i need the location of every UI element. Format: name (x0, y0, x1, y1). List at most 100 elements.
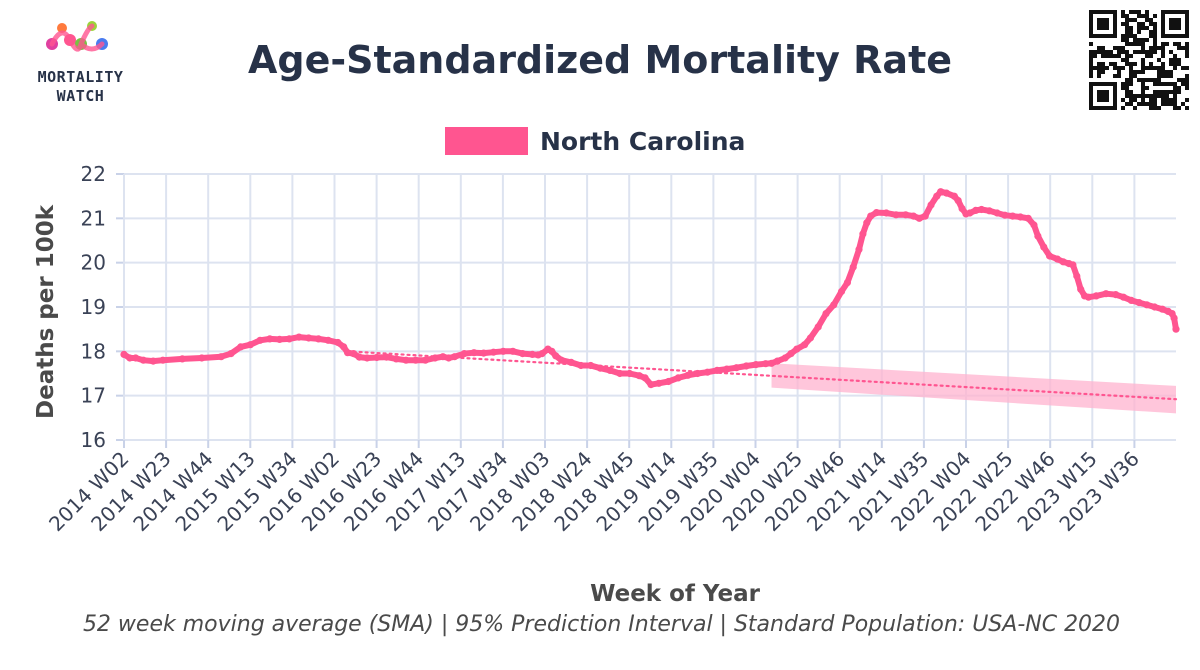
data-point (178, 355, 186, 363)
data-point (1046, 252, 1054, 260)
data-point (1069, 261, 1077, 269)
data-point (480, 349, 488, 357)
logo-line-1: MORTALITY (37, 68, 124, 86)
data-point (674, 374, 682, 382)
data-point (587, 361, 595, 370)
data-point (445, 354, 453, 362)
data-point (519, 350, 527, 358)
data-point (723, 365, 731, 373)
data-point (349, 350, 358, 358)
data-point (324, 336, 332, 344)
data-point (859, 230, 867, 238)
data-point (664, 377, 673, 386)
data-point (626, 369, 634, 378)
y-tick-label: 17 (81, 384, 106, 408)
qr-code-icon[interactable] (1089, 10, 1189, 110)
data-point (1112, 291, 1120, 299)
data-point (363, 354, 371, 362)
data-point (305, 334, 313, 342)
data-point (552, 352, 560, 360)
data-point (767, 359, 776, 367)
data-point (1135, 299, 1143, 307)
data-point (373, 353, 381, 362)
data-point (1151, 303, 1159, 311)
data-point (355, 353, 363, 361)
data-point (843, 279, 852, 287)
data-point (1077, 285, 1085, 293)
data-point (509, 347, 517, 355)
data-point (470, 349, 478, 357)
data-point (849, 263, 857, 271)
data-point (451, 353, 459, 361)
data-point (1143, 301, 1151, 309)
data-point (499, 347, 507, 355)
data-point (641, 374, 649, 382)
data-point (972, 206, 980, 214)
data-point (285, 335, 293, 343)
data-point (460, 350, 468, 358)
data-point (977, 205, 986, 214)
legend-swatch (445, 127, 528, 155)
chart-title: Age-Standardized Mortality Rate (247, 38, 953, 82)
legend: North Carolina (445, 124, 745, 158)
data-point (1030, 221, 1038, 229)
data-point (256, 336, 264, 344)
data-point (793, 345, 801, 353)
data-point (1119, 293, 1128, 301)
data-point (684, 371, 692, 379)
data-point (647, 381, 655, 389)
data-point (412, 356, 420, 364)
y-tick-label: 18 (81, 339, 106, 363)
data-point (837, 287, 846, 296)
data-point (1073, 272, 1081, 280)
y-axis-title: Deaths per 100k (33, 204, 59, 419)
data-point (538, 350, 546, 358)
data-point (198, 354, 206, 362)
data-point (703, 368, 712, 376)
series-line-north-carolina (121, 188, 1179, 388)
data-point (752, 361, 760, 369)
data-point (1024, 214, 1032, 222)
data-point (909, 212, 918, 220)
trend-line (346, 350, 1178, 401)
logo-icon (46, 21, 108, 52)
data-point (787, 350, 795, 358)
data-point (577, 361, 585, 370)
data-point (606, 366, 614, 374)
data-point (892, 211, 900, 219)
data-point (1092, 292, 1100, 300)
data-point (1127, 296, 1135, 304)
data-point (334, 338, 342, 347)
data-point (159, 356, 167, 364)
data-point (596, 364, 605, 372)
data-point (806, 334, 815, 342)
data-point (882, 209, 890, 217)
data-point (557, 356, 566, 364)
footer-note: 52 week moving average (SMA) | 95% Predi… (82, 612, 1121, 637)
data-point (1158, 305, 1166, 313)
data-point (402, 356, 410, 364)
data-point (126, 354, 134, 362)
data-point (489, 348, 498, 356)
data-point (1102, 290, 1110, 298)
data-point (246, 341, 254, 349)
data-point (139, 356, 147, 364)
data-point (855, 245, 863, 253)
data-point (276, 335, 284, 343)
data-point (421, 356, 429, 364)
data-point (921, 212, 929, 220)
data-point (902, 211, 910, 219)
data-point (616, 369, 624, 378)
data-point (958, 205, 966, 213)
data-point (713, 366, 721, 374)
data-point (814, 323, 822, 331)
data-point (915, 214, 923, 222)
data-point (314, 335, 323, 343)
data-point (872, 209, 881, 217)
data-point (655, 379, 663, 387)
data-point (635, 372, 643, 380)
data-point (942, 189, 951, 197)
data-point (762, 360, 770, 368)
data-point (1040, 243, 1048, 251)
mortality-watch-logo: MORTALITY WATCH (18, 18, 143, 108)
